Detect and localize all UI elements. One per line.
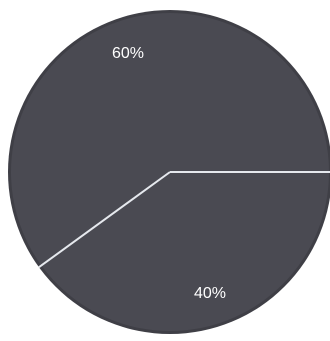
- pie-slice-0: [10, 12, 330, 266]
- pie-slice-1: [41, 172, 330, 331]
- slice-label-0: 60%: [112, 45, 144, 62]
- slice-divider-1: [38, 171, 171, 269]
- slice-label-1: 40%: [194, 285, 226, 302]
